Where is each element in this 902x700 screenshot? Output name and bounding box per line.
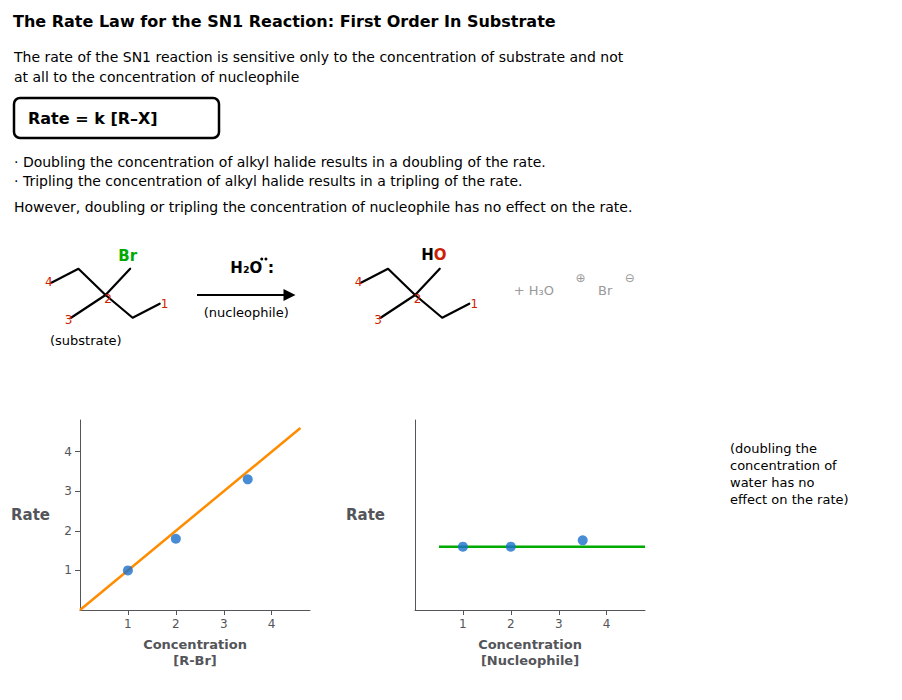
svg-text:3: 3 — [374, 313, 382, 327]
svg-text:1: 1 — [470, 297, 478, 311]
svg-text:2: 2 — [507, 617, 515, 631]
svg-text:(doubling the: (doubling the — [730, 441, 817, 456]
svg-text:3: 3 — [555, 617, 563, 631]
svg-text:Rate: Rate — [346, 506, 385, 524]
svg-text:2: 2 — [104, 292, 112, 306]
svg-text:1: 1 — [161, 297, 169, 311]
svg-text:⊖: ⊖ — [625, 271, 635, 285]
svg-text:⊕: ⊕ — [575, 271, 585, 285]
svg-text:3: 3 — [65, 313, 73, 327]
svg-text:+ H₃O: + H₃O — [514, 283, 554, 298]
svg-text:· Tripling the concentration o: · Tripling the concentration of alkyl ha… — [14, 173, 522, 189]
svg-text:2: 2 — [414, 292, 422, 306]
svg-text:The Rate Law for the SN1 React: The Rate Law for the SN1 Reaction: First… — [13, 12, 556, 31]
svg-text:2: 2 — [172, 617, 180, 631]
svg-text:at all to the concentration of: at all to the concentration of nucleophi… — [14, 69, 299, 85]
svg-text:4: 4 — [355, 275, 363, 289]
svg-text:1: 1 — [64, 563, 72, 577]
svg-text:(substrate): (substrate) — [50, 333, 122, 348]
svg-text:water has no: water has no — [730, 475, 815, 490]
svg-text:O: O — [434, 246, 447, 264]
svg-text:concentration of: concentration of — [730, 458, 837, 473]
svg-text:4: 4 — [45, 275, 53, 289]
svg-text:Rate: Rate — [11, 506, 50, 524]
svg-text:Br: Br — [598, 283, 613, 298]
svg-text:Br: Br — [118, 247, 137, 265]
svg-text:4: 4 — [64, 445, 72, 459]
svg-text:3: 3 — [220, 617, 228, 631]
svg-text:4: 4 — [268, 617, 276, 631]
svg-text:H: H — [421, 246, 434, 264]
svg-text:3: 3 — [64, 484, 72, 498]
svg-text:1: 1 — [124, 617, 132, 631]
svg-text:effect on the rate): effect on the rate) — [730, 492, 849, 507]
svg-text:2: 2 — [64, 524, 72, 538]
svg-text:· Doubling the concentration o: · Doubling the concentration of alkyl ha… — [14, 154, 546, 170]
svg-text:Rate = k [R–X]: Rate = k [R–X] — [28, 109, 158, 128]
svg-text:[R-Br]: [R-Br] — [173, 653, 217, 668]
svg-text:H₂O: H₂O — [230, 259, 262, 277]
svg-text::: : — [268, 258, 274, 277]
svg-text:However, doubling or tripling: However, doubling or tripling the concen… — [14, 199, 632, 215]
svg-text:Concentration: Concentration — [143, 637, 247, 652]
svg-text:Concentration: Concentration — [478, 637, 582, 652]
svg-text:1: 1 — [459, 617, 467, 631]
svg-text:(nucleophile): (nucleophile) — [204, 305, 289, 320]
svg-text:The rate of the SN1 reaction i: The rate of the SN1 reaction is sensitiv… — [13, 49, 624, 65]
svg-text:[Nucleophile]: [Nucleophile] — [481, 653, 579, 668]
svg-text:4: 4 — [603, 617, 611, 631]
